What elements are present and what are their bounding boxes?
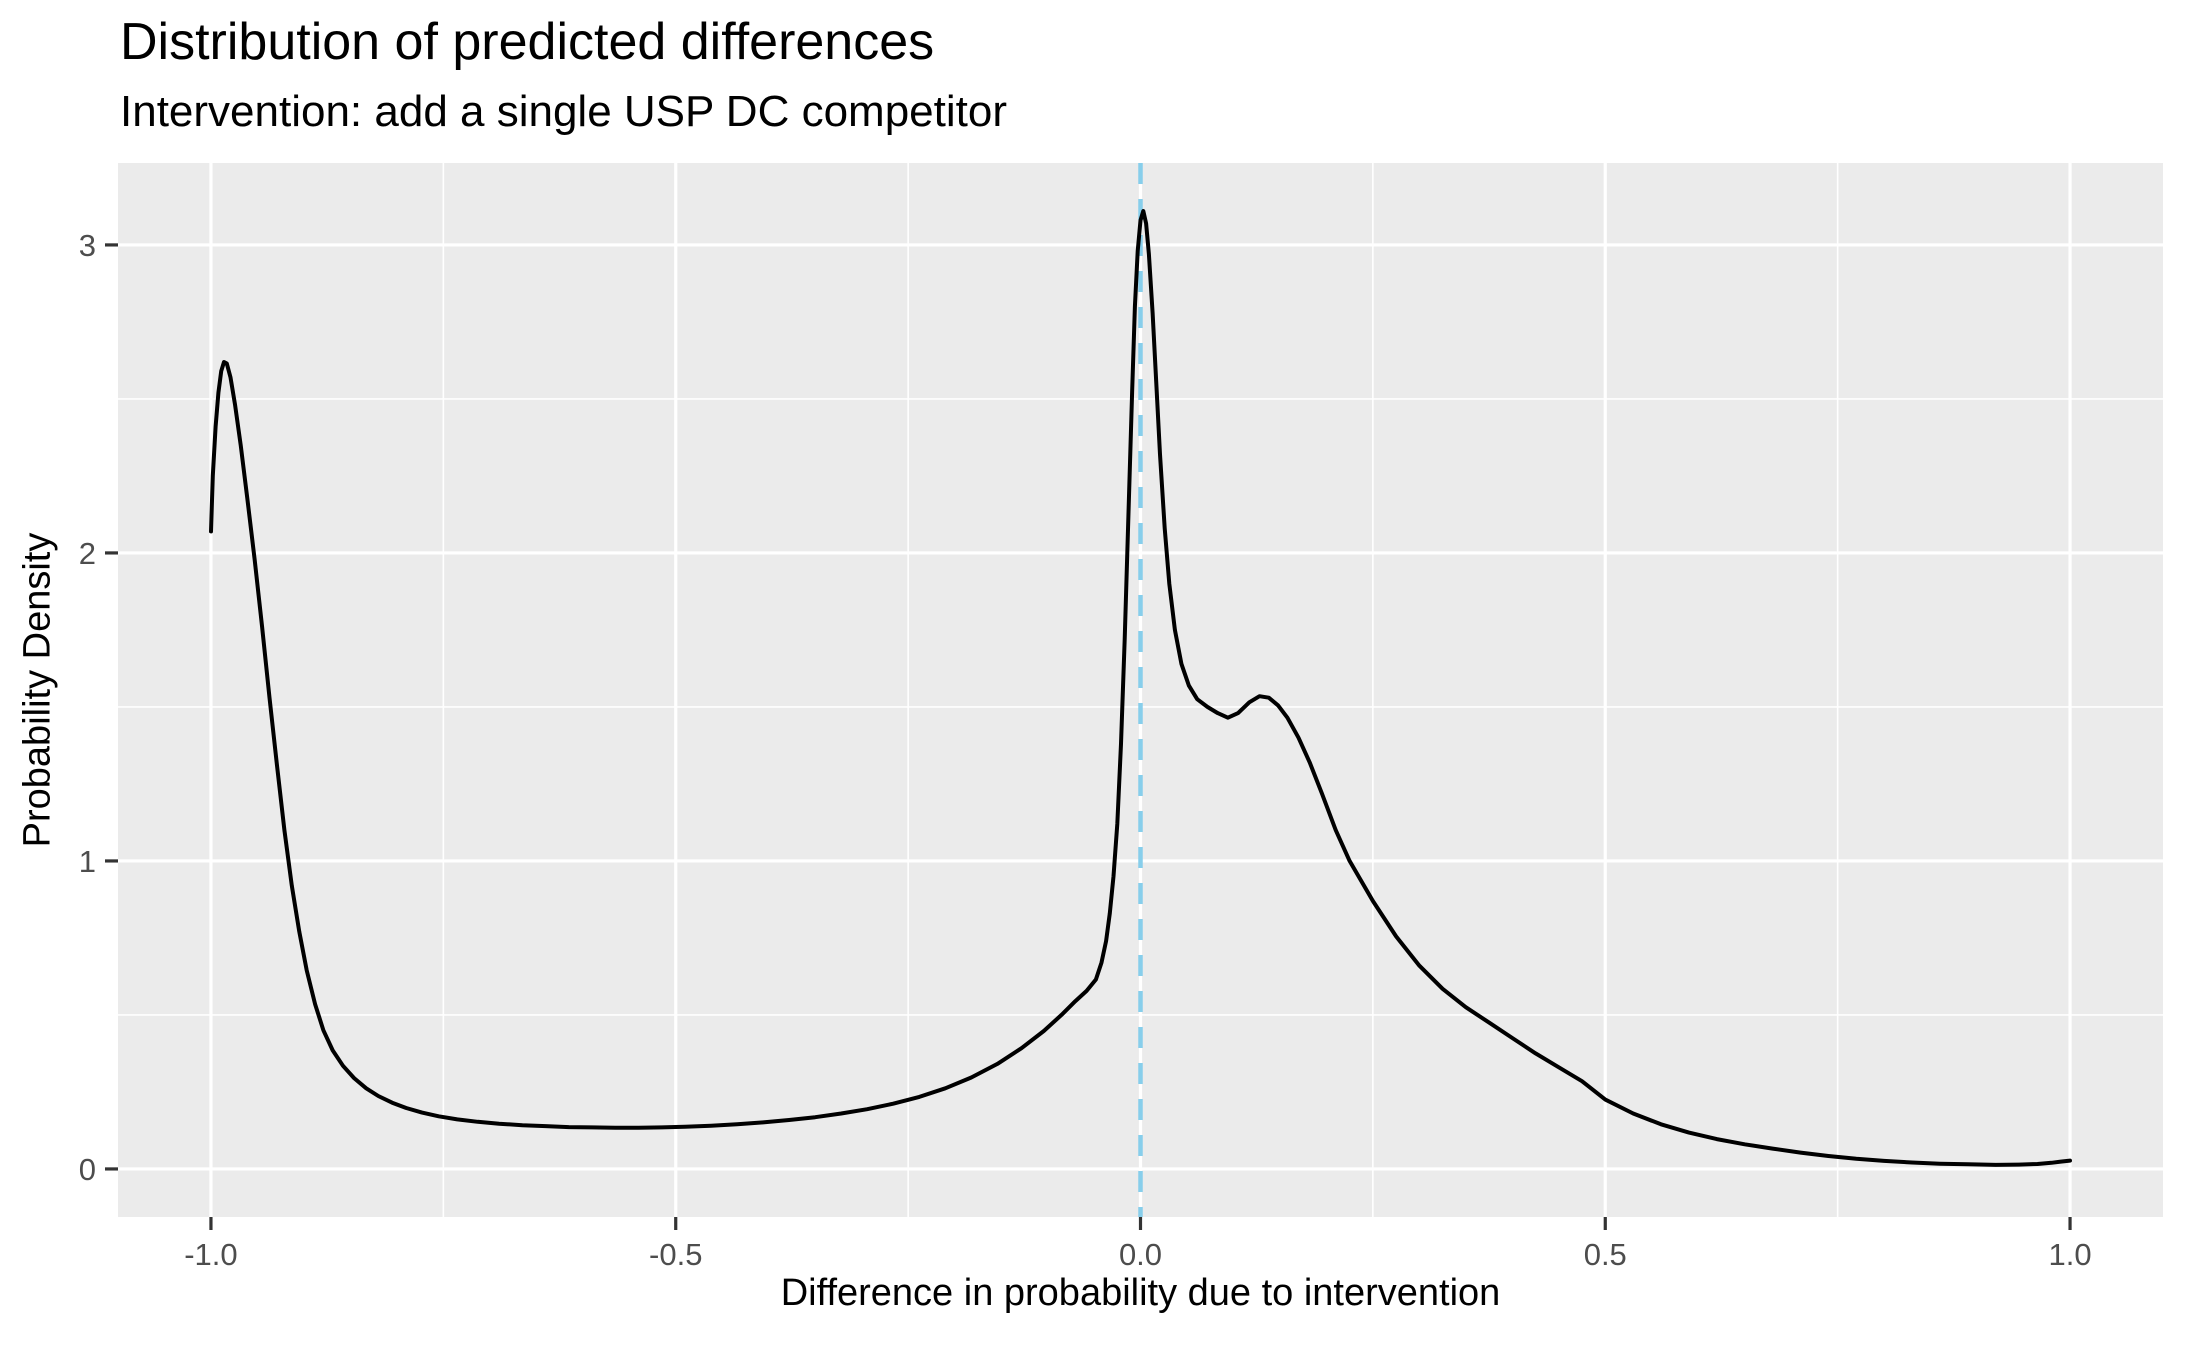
x-axis-title: Difference in probability due to interve… bbox=[780, 1272, 1501, 1314]
x-tick-label: 0.5 bbox=[1584, 1237, 1627, 1272]
y-tick-label: 3 bbox=[79, 228, 96, 263]
x-tick-label: -0.5 bbox=[649, 1237, 702, 1272]
x-tick-label: 1.0 bbox=[2048, 1237, 2091, 1272]
y-tick-label: 0 bbox=[79, 1152, 96, 1187]
x-tick-label: -1.0 bbox=[184, 1237, 237, 1272]
y-tick-label: 2 bbox=[79, 536, 96, 571]
y-axis-title: Probability Density bbox=[16, 532, 59, 848]
y-tick-label: 1 bbox=[79, 844, 96, 879]
chart-subtitle: Intervention: add a single USP DC compet… bbox=[120, 87, 1007, 136]
chart-title: Distribution of predicted differences bbox=[120, 13, 935, 71]
x-tick-label: 0.0 bbox=[1119, 1237, 1162, 1272]
density-curve bbox=[209, 209, 2072, 1167]
